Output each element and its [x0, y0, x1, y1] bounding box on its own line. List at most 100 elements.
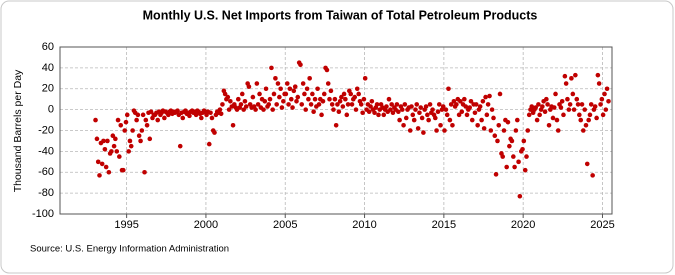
- point: [414, 102, 420, 107]
- point: [477, 104, 483, 109]
- y-tick-label: -40: [38, 145, 54, 157]
- point: [339, 94, 344, 100]
- point: [575, 102, 581, 107]
- point: [600, 112, 606, 118]
- point: [218, 111, 224, 117]
- point: [155, 117, 161, 123]
- point: [281, 98, 286, 104]
- point: [559, 98, 565, 104]
- point: [411, 117, 417, 123]
- point: [551, 105, 557, 110]
- point: [261, 107, 266, 112]
- point: [97, 173, 102, 178]
- point: [443, 107, 449, 112]
- x-tick-label: 2005: [273, 219, 297, 231]
- point: [582, 107, 588, 112]
- point: [577, 112, 582, 118]
- point: [311, 109, 316, 115]
- point: [143, 117, 149, 123]
- point: [463, 104, 469, 109]
- point: [274, 102, 279, 107]
- point: [492, 133, 498, 139]
- point: [500, 154, 506, 159]
- point: [352, 94, 358, 100]
- point: [283, 91, 289, 97]
- point: [604, 86, 610, 92]
- point: [384, 104, 389, 109]
- point: [580, 128, 586, 133]
- point: [147, 136, 153, 142]
- point: [590, 173, 595, 178]
- y-tick-label: -60: [38, 166, 54, 178]
- point: [270, 107, 276, 112]
- point: [487, 93, 492, 99]
- point: [448, 102, 454, 107]
- point: [525, 128, 531, 133]
- x-tick-label: 1995: [114, 219, 138, 231]
- point: [558, 105, 564, 110]
- y-tick-label: 20: [42, 83, 54, 95]
- point: [592, 104, 598, 109]
- point: [526, 112, 532, 118]
- point: [534, 117, 540, 123]
- point: [300, 81, 306, 86]
- point: [435, 109, 441, 115]
- point: [475, 122, 480, 128]
- point: [269, 65, 274, 71]
- point: [484, 112, 490, 118]
- point: [432, 115, 438, 121]
- point: [467, 105, 473, 110]
- point: [294, 98, 299, 104]
- point: [497, 91, 503, 97]
- point: [562, 73, 568, 79]
- point: [142, 169, 147, 175]
- point: [483, 94, 488, 100]
- point: [430, 107, 435, 112]
- point: [573, 72, 578, 78]
- points: [93, 60, 611, 199]
- point: [563, 81, 569, 86]
- point: [444, 112, 450, 118]
- x-tick-label: 2015: [432, 219, 456, 231]
- y-tick-label: -100: [32, 208, 54, 220]
- point: [206, 141, 212, 147]
- x-tick-label: 2020: [511, 219, 535, 231]
- point: [473, 102, 479, 107]
- point: [409, 104, 414, 109]
- y-tick-label: 60: [42, 41, 54, 53]
- point: [376, 112, 381, 118]
- point: [583, 122, 589, 128]
- point: [257, 91, 262, 97]
- point: [505, 119, 511, 125]
- point: [115, 117, 121, 123]
- point: [516, 159, 521, 165]
- point: [319, 112, 324, 118]
- point: [117, 154, 122, 159]
- y-tick-label: -80: [38, 187, 54, 199]
- point: [175, 108, 180, 113]
- point: [536, 102, 541, 107]
- point: [440, 104, 446, 109]
- point: [529, 104, 535, 109]
- plot-area: [59, 46, 613, 215]
- point: [302, 91, 307, 97]
- point: [335, 102, 340, 107]
- point: [325, 81, 331, 86]
- point: [308, 102, 314, 107]
- point: [565, 96, 570, 102]
- point: [447, 117, 453, 123]
- point: [124, 112, 130, 118]
- point: [569, 76, 574, 81]
- point: [450, 122, 455, 128]
- point: [263, 86, 269, 92]
- point: [341, 91, 347, 97]
- source-note: Source: U.S. Energy Information Administ…: [30, 244, 229, 255]
- point: [544, 96, 549, 102]
- point: [397, 117, 402, 123]
- point: [403, 115, 409, 121]
- point: [123, 119, 129, 125]
- point: [458, 98, 463, 104]
- point: [94, 136, 100, 142]
- point: [138, 138, 143, 144]
